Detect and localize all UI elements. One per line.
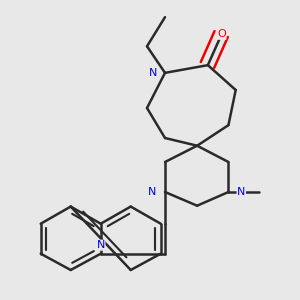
Text: N: N	[149, 68, 157, 78]
Text: N: N	[97, 240, 105, 250]
Text: O: O	[217, 29, 226, 39]
Text: N: N	[148, 187, 156, 197]
Text: N: N	[237, 187, 245, 197]
